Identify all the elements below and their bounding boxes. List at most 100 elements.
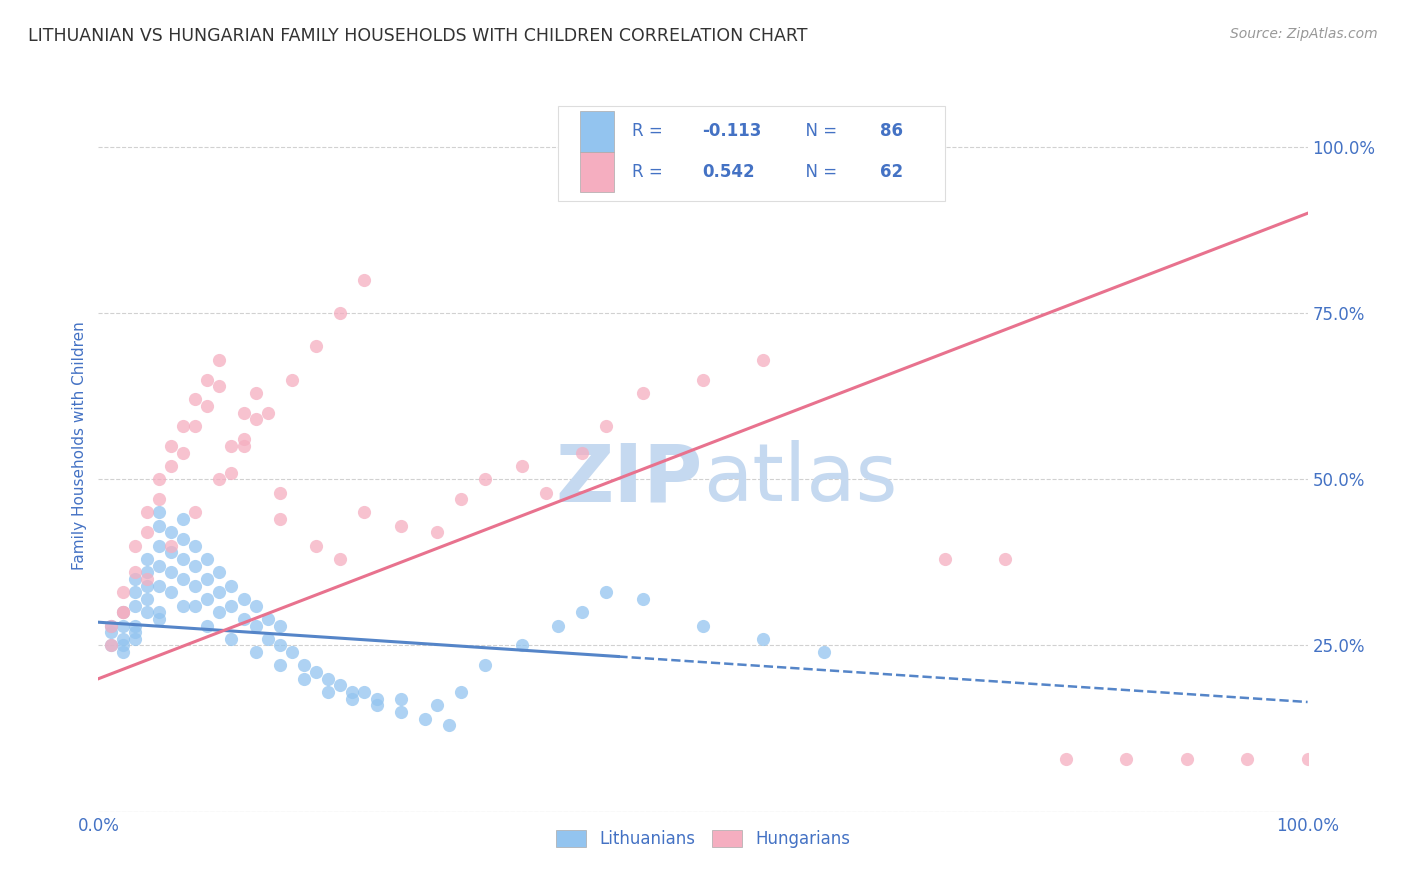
Point xyxy=(124,585,146,599)
Point xyxy=(135,605,157,619)
Point xyxy=(221,632,243,646)
Point xyxy=(160,585,183,599)
Point xyxy=(342,685,364,699)
Point xyxy=(160,566,183,580)
Point xyxy=(124,632,146,646)
Point xyxy=(232,591,254,606)
Point xyxy=(135,579,157,593)
Point xyxy=(195,399,218,413)
Point xyxy=(389,691,412,706)
Point xyxy=(269,639,291,653)
Point xyxy=(281,645,304,659)
Point xyxy=(329,552,352,566)
Text: ZIP: ZIP xyxy=(555,441,703,518)
Point xyxy=(510,639,533,653)
Point xyxy=(100,639,122,653)
Point xyxy=(195,618,218,632)
Point xyxy=(111,605,134,619)
Point xyxy=(124,539,146,553)
Point xyxy=(474,658,496,673)
Point xyxy=(111,605,134,619)
Point xyxy=(172,572,194,586)
Point xyxy=(256,632,278,646)
Point xyxy=(631,591,654,606)
Point xyxy=(172,419,194,434)
Point xyxy=(195,372,218,386)
FancyBboxPatch shape xyxy=(579,112,613,152)
Point xyxy=(172,532,194,546)
Point xyxy=(571,605,593,619)
Point xyxy=(450,492,472,507)
Point xyxy=(813,140,835,154)
Point xyxy=(148,506,170,520)
Point xyxy=(208,605,231,619)
Point xyxy=(813,645,835,659)
Point xyxy=(172,599,194,613)
Point xyxy=(389,518,412,533)
Point xyxy=(184,506,207,520)
Point xyxy=(208,566,231,580)
Point xyxy=(413,712,436,726)
Point xyxy=(100,618,122,632)
Point xyxy=(752,352,775,367)
Point xyxy=(195,572,218,586)
Point xyxy=(474,472,496,486)
Point xyxy=(124,566,146,580)
Point xyxy=(184,539,207,553)
Point xyxy=(160,525,183,540)
Point xyxy=(135,552,157,566)
Point xyxy=(256,612,278,626)
Point xyxy=(256,406,278,420)
Point xyxy=(534,485,557,500)
Point xyxy=(184,579,207,593)
Point xyxy=(450,685,472,699)
Point xyxy=(184,392,207,407)
Text: 0.542: 0.542 xyxy=(702,162,755,181)
Point xyxy=(934,552,956,566)
Point xyxy=(208,379,231,393)
Point xyxy=(353,273,375,287)
Point xyxy=(184,599,207,613)
Point xyxy=(100,639,122,653)
Point xyxy=(172,552,194,566)
Y-axis label: Family Households with Children: Family Households with Children xyxy=(72,322,87,570)
Point xyxy=(595,585,617,599)
Point xyxy=(135,572,157,586)
Text: N =: N = xyxy=(794,162,842,181)
Point xyxy=(135,506,157,520)
Point xyxy=(148,492,170,507)
Point xyxy=(100,618,122,632)
Point xyxy=(195,552,218,566)
Point xyxy=(111,605,134,619)
Point xyxy=(353,685,375,699)
Point xyxy=(124,599,146,613)
Point xyxy=(292,658,315,673)
Point xyxy=(342,691,364,706)
Point xyxy=(148,558,170,573)
Text: R =: R = xyxy=(631,162,668,181)
Text: Source: ZipAtlas.com: Source: ZipAtlas.com xyxy=(1230,27,1378,41)
Point xyxy=(221,466,243,480)
Point xyxy=(135,591,157,606)
Point xyxy=(329,678,352,692)
Text: atlas: atlas xyxy=(703,441,897,518)
Point xyxy=(631,385,654,400)
Point xyxy=(389,705,412,719)
Point xyxy=(124,625,146,640)
Point xyxy=(245,385,267,400)
Point xyxy=(245,599,267,613)
Point xyxy=(1175,751,1198,765)
Point xyxy=(111,632,134,646)
Point xyxy=(232,612,254,626)
Point xyxy=(208,472,231,486)
Point xyxy=(353,506,375,520)
Point xyxy=(595,419,617,434)
Text: 86: 86 xyxy=(880,122,903,140)
Point xyxy=(547,618,569,632)
FancyBboxPatch shape xyxy=(558,106,945,201)
Point xyxy=(752,632,775,646)
Point xyxy=(994,552,1017,566)
Point xyxy=(1115,751,1137,765)
Point xyxy=(148,539,170,553)
Point xyxy=(1054,751,1077,765)
